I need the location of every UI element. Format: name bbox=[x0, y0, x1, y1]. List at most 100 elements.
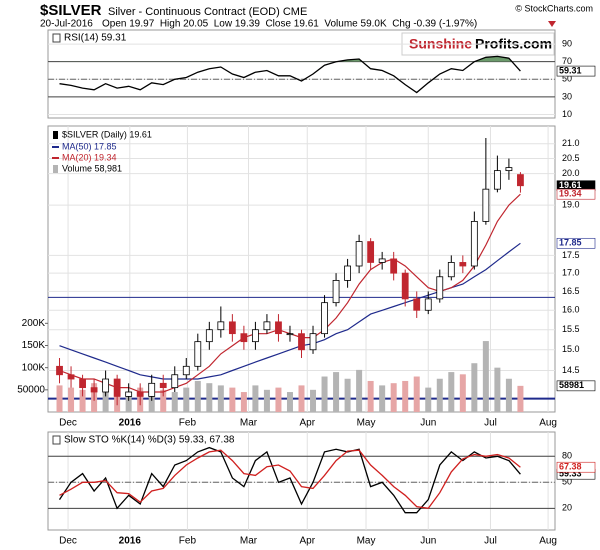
volume-bar bbox=[79, 389, 86, 412]
volume-bar bbox=[356, 369, 363, 412]
x-tick-label: 2016 bbox=[119, 418, 142, 429]
legend-price: $SILVER (Daily) 19.61 bbox=[62, 129, 152, 139]
x-tick-label: Mar bbox=[240, 418, 258, 429]
value-tag-label: 59.31 bbox=[559, 65, 582, 75]
x-tick-label: Dec bbox=[59, 536, 77, 547]
volume-bar bbox=[183, 387, 190, 412]
y-tick-label: 90 bbox=[562, 38, 572, 48]
candle-body bbox=[228, 321, 236, 335]
y2-tick-label: 200K bbox=[22, 318, 46, 329]
down-arrow bbox=[548, 21, 556, 27]
candle-body bbox=[390, 258, 398, 274]
x-tick-label: Feb bbox=[179, 536, 197, 547]
volume-bar bbox=[494, 367, 501, 412]
volume-bar bbox=[160, 389, 167, 412]
candle-body bbox=[482, 188, 490, 222]
value-tag bbox=[556, 65, 596, 77]
candle-body bbox=[355, 241, 363, 267]
y-tick-label: 20.5 bbox=[562, 153, 580, 163]
volume-bar bbox=[517, 385, 524, 412]
volume-bar bbox=[171, 392, 178, 412]
indicator-line bbox=[59, 55, 521, 94]
volume-bar bbox=[206, 383, 213, 412]
candle-body bbox=[378, 258, 386, 263]
volume-bar bbox=[425, 387, 432, 412]
candle-body bbox=[205, 329, 213, 343]
y-tick-label: 30 bbox=[562, 91, 572, 101]
candle-body bbox=[321, 302, 328, 335]
volume-bar bbox=[125, 394, 132, 412]
volume-bar bbox=[68, 387, 75, 412]
candle-body bbox=[344, 265, 351, 281]
value-tag-label: 67.38 bbox=[559, 462, 582, 472]
indicator-legend: RSI(14) 59.31 bbox=[64, 33, 127, 44]
x-tick-label: 2016 bbox=[119, 536, 142, 547]
candle-body bbox=[459, 262, 467, 267]
y-tick-label: 50 bbox=[562, 74, 572, 84]
volume-bar bbox=[436, 378, 443, 412]
x-tick-label: May bbox=[357, 418, 376, 429]
legend-ma: MA(50) 17.85 bbox=[62, 141, 117, 151]
volume-bar bbox=[482, 341, 489, 412]
candle-body bbox=[298, 333, 305, 351]
subtitle: Silver - Continuous Contract (EOD) CME bbox=[108, 6, 307, 18]
candle-body bbox=[159, 382, 167, 389]
volume-bar bbox=[413, 376, 420, 412]
volume-bar bbox=[102, 392, 109, 412]
legend-icon bbox=[52, 33, 61, 43]
candle-body bbox=[102, 378, 110, 393]
symbol: $SILVER bbox=[40, 2, 102, 19]
value-tag-label: 19.61 bbox=[559, 180, 582, 190]
date: 20-Jul-2016 bbox=[40, 19, 93, 30]
stoch-panel bbox=[47, 431, 556, 531]
x-tick-label: Jul bbox=[484, 418, 497, 429]
x-tick-label: Apr bbox=[299, 536, 315, 547]
volume-bar bbox=[229, 387, 236, 412]
indicator-line bbox=[59, 449, 521, 509]
volume-bar bbox=[321, 376, 328, 412]
volume-bar bbox=[56, 385, 63, 412]
candle-body bbox=[401, 272, 409, 300]
volume-bar bbox=[310, 389, 317, 412]
y-tick-label: 21.0 bbox=[562, 138, 580, 148]
candle-body bbox=[113, 378, 121, 397]
legend-ma: MA(20) 19.34 bbox=[62, 152, 117, 162]
x-tick-label: Dec bbox=[59, 418, 77, 429]
candle-body bbox=[424, 298, 432, 311]
candle-body bbox=[90, 387, 98, 393]
y-tick-label: 14.5 bbox=[562, 365, 580, 375]
y-tick-label: 70 bbox=[562, 56, 572, 66]
candle-body bbox=[125, 391, 133, 397]
volume-bar bbox=[333, 372, 340, 412]
x-tick-label: Aug bbox=[539, 418, 557, 429]
x-tick-label: Jun bbox=[420, 536, 436, 547]
volume-bar bbox=[252, 385, 259, 412]
candle-body bbox=[332, 279, 340, 304]
y2-tick-label: 50000 bbox=[17, 384, 45, 395]
volume-bar bbox=[448, 372, 455, 412]
candle-body bbox=[79, 378, 86, 389]
candle-body bbox=[517, 174, 524, 187]
x-tick-label: Feb bbox=[179, 418, 197, 429]
y-tick-label: 19.0 bbox=[562, 199, 580, 209]
y-tick-label: 20.0 bbox=[562, 168, 580, 178]
x-tick-label: Aug bbox=[539, 536, 557, 547]
x-tick-label: Jul bbox=[484, 536, 497, 547]
indicator-legend: Slow STO %K(14) %D(3) 59.33, 67.38 bbox=[64, 435, 235, 446]
value-tag bbox=[556, 188, 596, 200]
volume-bar bbox=[505, 378, 512, 412]
value-tag-label: 59.33 bbox=[559, 469, 582, 479]
y-tick-label: 15.5 bbox=[562, 324, 580, 334]
value-tag-label: 19.34 bbox=[559, 189, 582, 199]
value-tag bbox=[556, 461, 596, 473]
y-tick-label: 80 bbox=[562, 451, 572, 461]
y-tick-label: 15.0 bbox=[562, 344, 580, 354]
candle-body bbox=[309, 333, 317, 351]
rsi-panel bbox=[47, 29, 556, 119]
copyright: © StockCharts.com bbox=[515, 3, 593, 13]
candle-body bbox=[136, 391, 144, 397]
x-tick-label: Apr bbox=[299, 418, 315, 429]
volume-bar bbox=[367, 380, 374, 412]
